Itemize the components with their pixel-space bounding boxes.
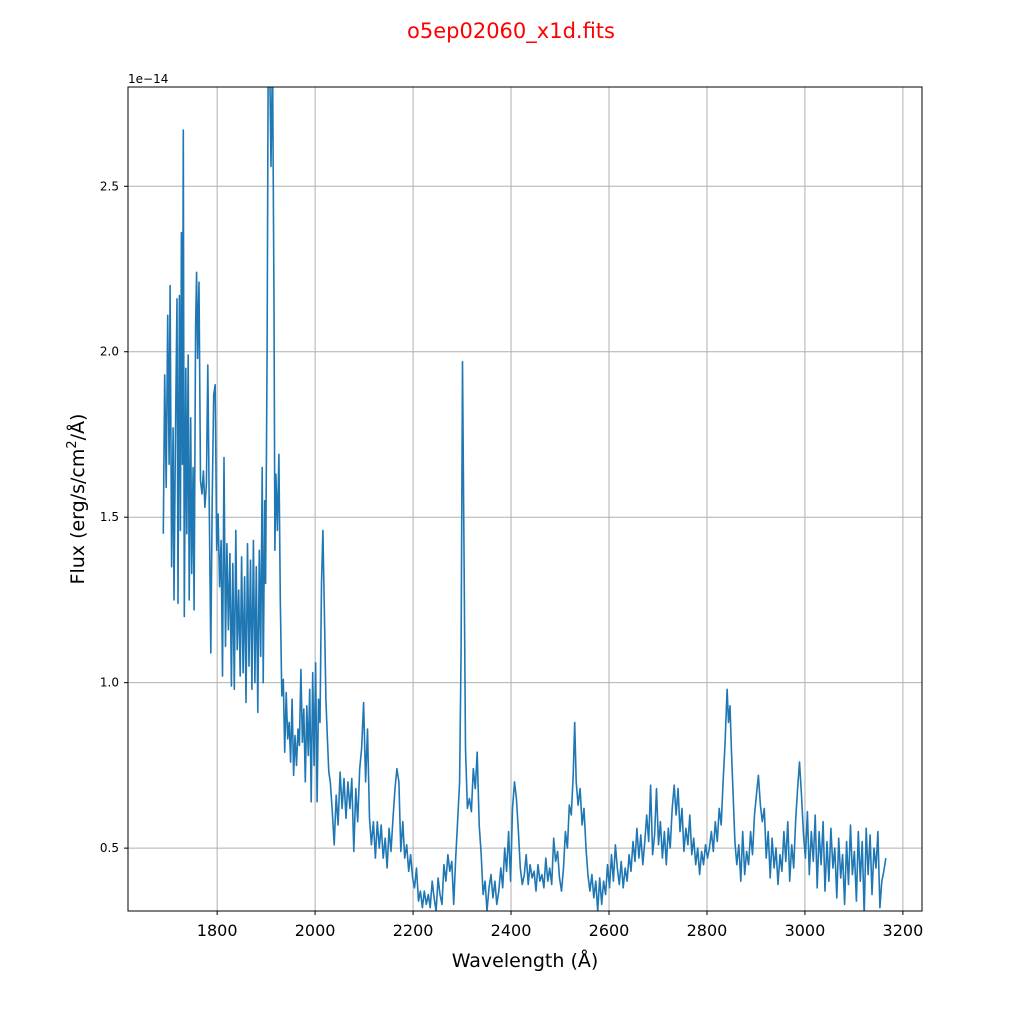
flux-series-line (162, 87, 887, 911)
y-tick-label: 2.0 (100, 345, 119, 359)
y-axis-label-pre: Flux (erg/s/cm (67, 449, 89, 585)
axis-ticks: 1800 2000 2200 2400 2600 2800 3000 3200 0.5 1.0 1.… (100, 179, 923, 940)
x-tick-label: 3000 (785, 921, 826, 940)
x-axis-label: Wavelength (Å) (452, 949, 599, 972)
y-offset-label: 1e−14 (128, 72, 168, 86)
y-axis-label-post: /Å) (66, 414, 89, 441)
x-tick-label: 2400 (491, 921, 532, 940)
x-tick-label: 3200 (883, 921, 924, 940)
x-tick-label: 1800 (197, 921, 238, 940)
y-axis-label-sup: 2 (65, 440, 80, 448)
y-tick-label: 1.0 (100, 676, 119, 690)
y-tick-label: 1.5 (100, 510, 119, 524)
y-tick-label: 2.5 (100, 179, 119, 193)
y-tick-label: 0.5 (100, 841, 119, 855)
x-tick-label: 2600 (589, 921, 630, 940)
x-tick-label: 2200 (393, 921, 434, 940)
grid (128, 87, 922, 911)
y-axis-label: Flux (erg/s/cm2/Å) (65, 414, 89, 585)
chart-title: o5ep02060_x1d.fits (407, 19, 615, 44)
x-tick-label: 2800 (687, 921, 728, 940)
plot-frame (127, 86, 923, 912)
x-tick-label: 2000 (295, 921, 336, 940)
